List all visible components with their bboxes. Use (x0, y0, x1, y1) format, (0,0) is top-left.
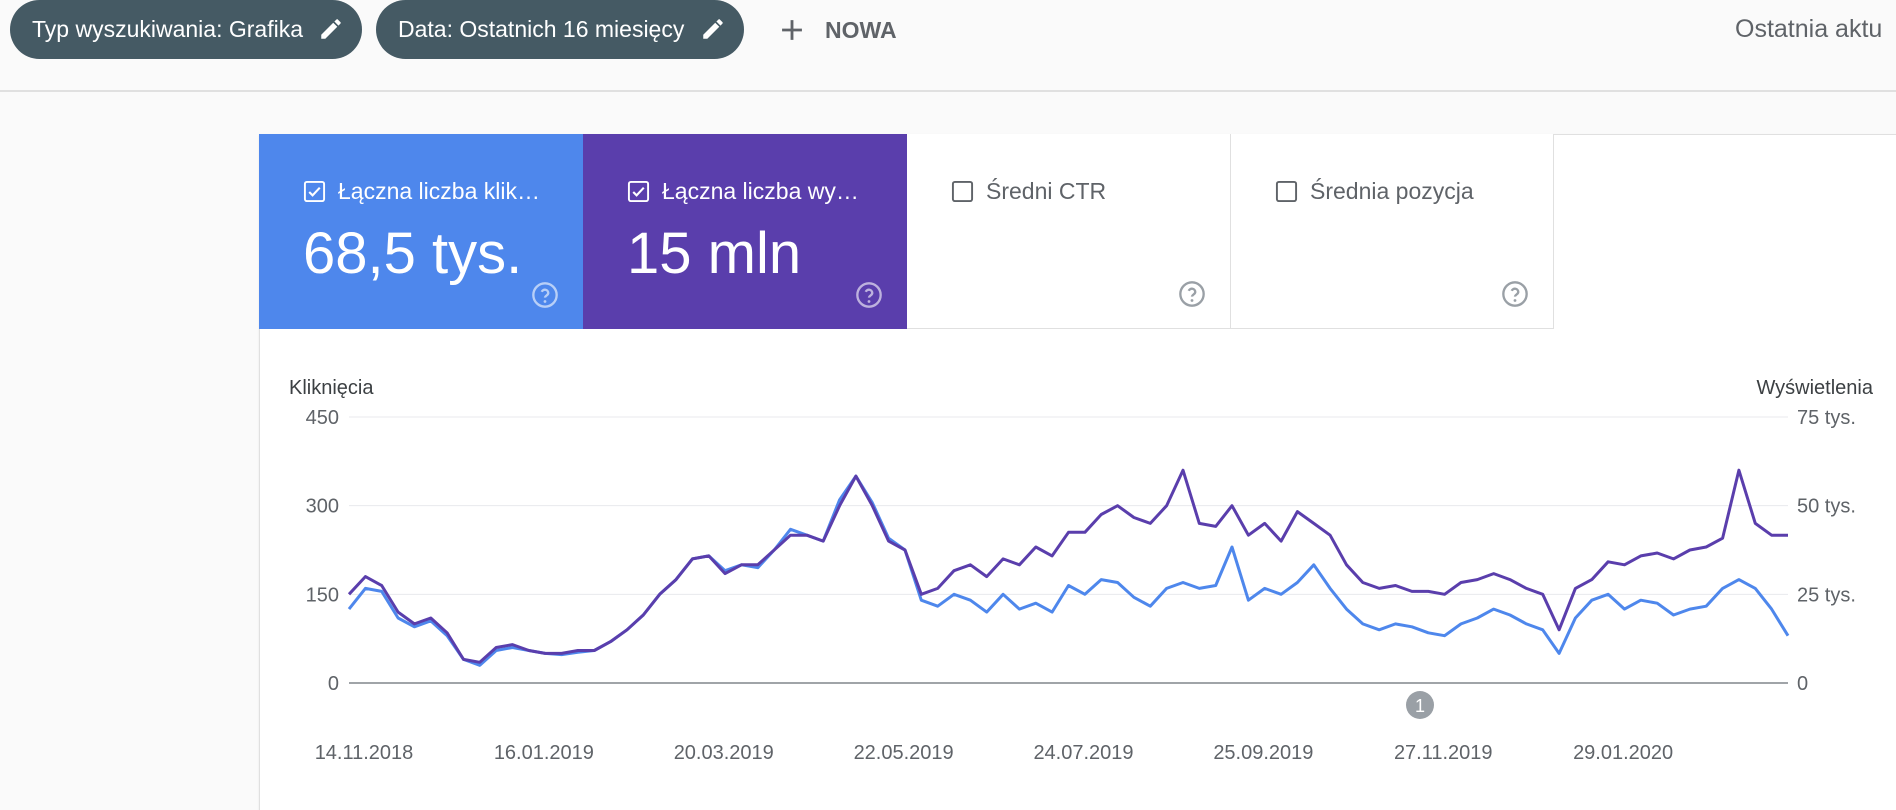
chart-annotation-marker[interactable]: 1 (1406, 691, 1434, 719)
date-filter-chip[interactable]: Data: Ostatnich 16 miesięcy (376, 0, 744, 59)
left-axis-title: Kliknięcia (289, 377, 374, 399)
checkbox-checked-icon[interactable] (627, 180, 650, 203)
metric-label: Łączna liczba wy… (627, 178, 859, 205)
x-axis-tick-label: 16.01.2019 (494, 742, 594, 764)
x-axis-tick-label: 25.09.2019 (1213, 742, 1313, 764)
help-icon[interactable] (855, 281, 883, 309)
performance-chart[interactable]: Kliknięcia Wyświetlenia 0 150 300 450 0 25 t… (259, 360, 1896, 780)
metric-label: Łączna liczba klik… (303, 178, 540, 205)
metric-tile-ctr[interactable]: Średni CTR (907, 134, 1231, 329)
x-axis-tick-label: 24.07.2019 (1033, 742, 1133, 764)
metric-tile-position[interactable]: Średnia pozycja (1231, 134, 1554, 329)
metric-clicks-label: Łączna liczba klik… (338, 178, 540, 204)
pencil-icon[interactable] (318, 16, 344, 42)
metric-tile-impressions[interactable]: Łączna liczba wy… 15 mln (583, 134, 907, 329)
series-line-impressions[interactable] (347, 468, 1788, 664)
help-icon[interactable] (1178, 280, 1206, 308)
metric-label: Średni CTR (951, 178, 1106, 205)
filter-bar: Typ wyszukiwania: Grafika Data: Ostatnic… (0, 0, 1896, 92)
date-filter-label: Data: Ostatnich 16 miesięcy (398, 16, 685, 42)
x-axis-tick-label: 20.03.2019 (674, 742, 774, 764)
pencil-icon[interactable] (700, 16, 726, 42)
x-axis-tick-label: 29.01.2020 (1573, 742, 1673, 764)
left-axis-tick-label: 450 (306, 407, 339, 429)
left-axis-tick-label: 0 (328, 673, 339, 695)
metric-ctr-label: Średni CTR (986, 178, 1107, 204)
right-axis-title: Wyświetlenia (1756, 377, 1873, 399)
help-icon[interactable] (531, 281, 559, 309)
right-axis-tick-label: 0 (1797, 673, 1808, 695)
left-axis-tick-label: 300 (306, 496, 339, 518)
checkbox-checked-icon[interactable] (303, 180, 326, 203)
right-axis-tick-label: 75 tys. (1797, 407, 1856, 429)
search-type-filter-chip[interactable]: Typ wyszukiwania: Grafika (10, 0, 362, 59)
metric-impressions-value: 15 mln (627, 221, 802, 286)
new-filter-label: NOWA (825, 16, 897, 43)
checkbox-unchecked-icon[interactable] (951, 180, 974, 203)
annotation-label: 1 (1415, 696, 1425, 716)
plus-icon (782, 20, 802, 40)
new-filter-button[interactable]: NOWA (775, 10, 897, 50)
right-axis-tick-label: 50 tys. (1797, 496, 1856, 518)
metric-label: Średnia pozycja (1275, 178, 1474, 205)
checkbox-unchecked-icon[interactable] (1275, 180, 1298, 203)
metric-position-label: Średnia pozycja (1310, 178, 1474, 204)
x-axis-tick-label: 22.05.2019 (854, 742, 954, 764)
series-line-clicks[interactable] (347, 474, 1790, 667)
left-axis-tick-label: 150 (306, 584, 339, 606)
metric-tile-clicks[interactable]: Łączna liczba klik… 68,5 tys. (259, 134, 583, 329)
search-type-filter-label: Typ wyszukiwania: Grafika (32, 16, 303, 42)
right-axis-tick-label: 25 tys. (1797, 584, 1856, 606)
metric-impressions-label: Łączna liczba wy… (662, 178, 859, 204)
metric-clicks-value: 68,5 tys. (303, 221, 523, 286)
x-axis-tick-label: 14.11.2018 (315, 742, 414, 764)
help-icon[interactable] (1501, 280, 1529, 308)
x-axis-tick-label: 27.11.2019 (1394, 742, 1493, 764)
last-update-text: Ostatnia aktu (1735, 15, 1883, 43)
